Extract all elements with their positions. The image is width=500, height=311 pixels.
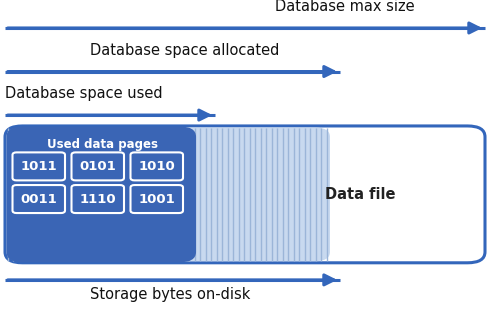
Text: Database space allocated: Database space allocated: [90, 43, 280, 58]
FancyBboxPatch shape: [130, 152, 183, 180]
Text: 1010: 1010: [138, 160, 175, 173]
Text: 1011: 1011: [20, 160, 57, 173]
Text: Database max size: Database max size: [275, 0, 414, 14]
FancyBboxPatch shape: [5, 126, 485, 263]
FancyBboxPatch shape: [8, 128, 330, 261]
Text: Database space used: Database space used: [5, 86, 162, 101]
FancyBboxPatch shape: [72, 152, 124, 180]
Text: 1110: 1110: [80, 193, 116, 206]
FancyBboxPatch shape: [72, 185, 124, 213]
Text: 0011: 0011: [20, 193, 57, 206]
Text: Storage bytes on-disk: Storage bytes on-disk: [90, 287, 250, 302]
FancyBboxPatch shape: [8, 128, 195, 261]
FancyBboxPatch shape: [130, 185, 183, 213]
FancyBboxPatch shape: [12, 185, 65, 213]
Text: 0101: 0101: [80, 160, 116, 173]
Text: 1001: 1001: [138, 193, 175, 206]
Text: Used data pages: Used data pages: [47, 138, 158, 151]
FancyBboxPatch shape: [12, 152, 65, 180]
Text: Data file: Data file: [325, 187, 395, 202]
